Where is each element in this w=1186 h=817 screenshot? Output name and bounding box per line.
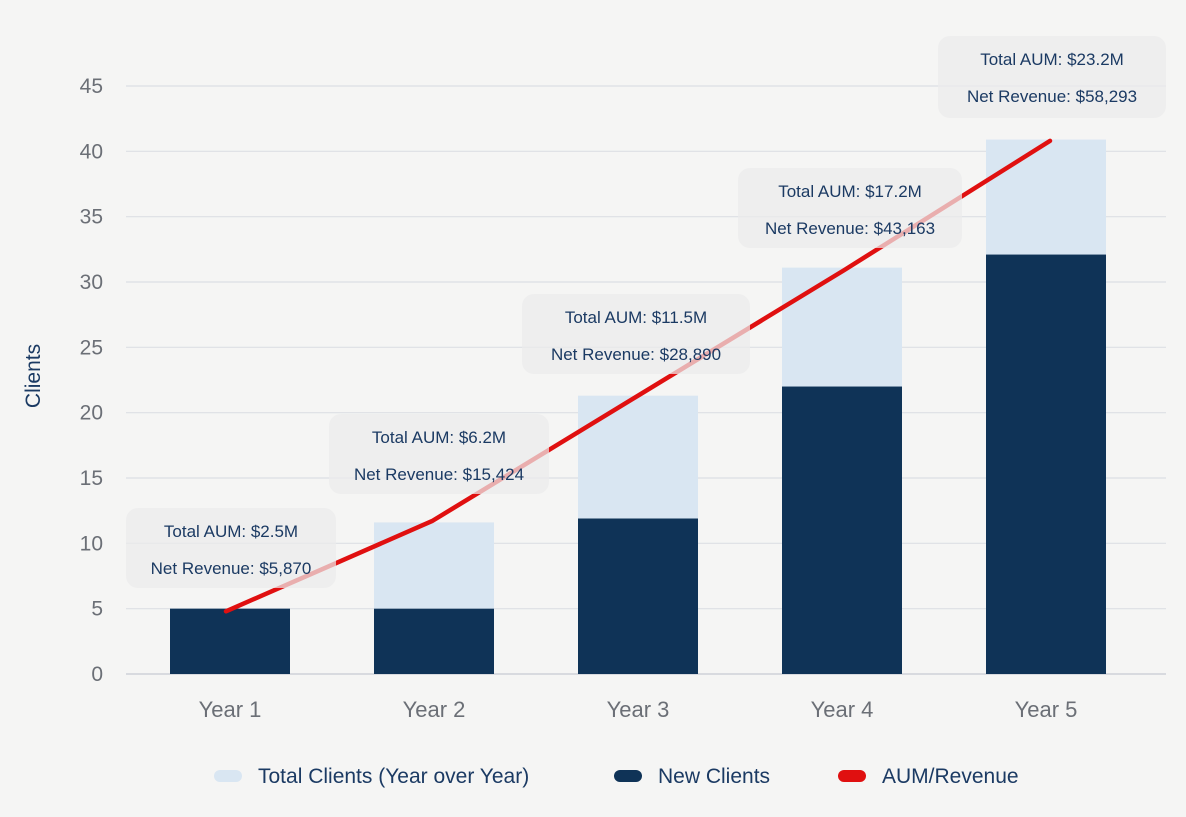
annotation-aum: Total AUM: $11.5M [565,308,707,327]
annotation-box [738,168,962,248]
bar-new-clients [986,254,1106,674]
bar-new-clients [374,608,494,674]
legend-swatch [838,770,866,782]
annotation-aum: Total AUM: $23.2M [980,50,1124,69]
bar-layer [170,139,1106,674]
y-tick-label: 35 [80,206,103,229]
legend-label: Total Clients (Year over Year) [258,765,529,788]
x-tick-label: Year 1 [199,697,262,722]
annotation-revenue: Net Revenue: $5,870 [151,559,312,578]
annotation-layer: Total AUM: $2.5M Net Revenue: $5,870 Total… [126,36,1166,588]
bar-new-clients [578,518,698,674]
axis-layer: 0 5 10 15 20 25 30 35 40 45 Clients Year 1 Year 2 Yea… [22,75,1077,722]
annotation-revenue: Net Revenue: $15,424 [354,465,524,484]
bar-new-clients [170,608,290,674]
x-tick-label: Year 2 [403,697,466,722]
annotation-box [522,294,750,374]
annotation-aum: Total AUM: $6.2M [372,428,506,447]
annotation-box [329,414,549,494]
y-tick-label: 45 [80,75,103,98]
annotation-box [938,36,1166,118]
annotation-revenue: Net Revenue: $43,163 [765,219,935,238]
x-tick-label: Year 4 [811,697,874,722]
annotation-aum: Total AUM: $17.2M [778,182,922,201]
y-tick-label: 5 [91,598,103,621]
y-tick-label: 10 [80,532,103,555]
y-tick-label: 0 [91,663,103,686]
annotation-revenue: Net Revenue: $28,890 [551,345,721,364]
bar-new-clients [782,386,902,674]
legend-swatch [214,770,242,782]
y-tick-label: 30 [80,271,103,294]
annotation-aum: Total AUM: $2.5M [164,522,298,541]
y-axis-title: Clients [22,344,45,408]
legend-label: New Clients [658,765,770,788]
legend-label: AUM/Revenue [882,765,1019,788]
y-tick-label: 15 [80,467,103,490]
y-tick-label: 40 [80,140,103,163]
annotation-box [126,508,336,588]
x-tick-label: Year 5 [1015,697,1078,722]
legend-swatch [614,770,642,782]
annotation-revenue: Net Revenue: $58,293 [967,87,1137,106]
y-tick-label: 20 [80,402,103,425]
y-tick-label: 25 [80,336,103,359]
legend-layer: Total Clients (Year over Year) New Client… [214,765,1019,788]
x-tick-label: Year 3 [607,697,670,722]
